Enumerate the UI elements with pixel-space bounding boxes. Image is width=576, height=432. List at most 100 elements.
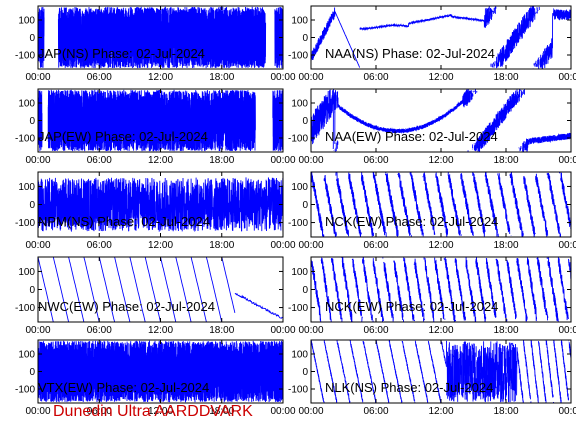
phase-series-line: [489, 8, 491, 19]
phase-series-line: [491, 349, 494, 397]
phase-series-line: [510, 342, 512, 390]
phase-panel-6: 1000-10000:0006:0012:0018:0000:00NCK(EW)…: [288, 171, 576, 251]
phase-series-line: [38, 177, 283, 233]
phase-series-line: [427, 340, 442, 403]
y-tick-label: 0: [29, 285, 35, 296]
phase-series-line: [349, 340, 364, 403]
x-tick-label: 12:00: [148, 155, 173, 166]
x-tick-label: 00:00: [25, 240, 50, 251]
phase-series-line: [423, 172, 436, 235]
phase-trace: [311, 89, 571, 152]
x-tick-label: 06:00: [363, 240, 388, 251]
panel-title: NCK(EW) Phase: 02-Jul-2024: [325, 299, 498, 314]
phase-series-line: [496, 258, 507, 321]
phase-series-line: [362, 257, 373, 321]
phase-series-line: [524, 143, 526, 151]
phase-series-line: [547, 257, 559, 322]
phase-series-line: [311, 340, 325, 402]
phase-series-line: [560, 172, 571, 230]
y-tick-label: -100: [15, 134, 35, 145]
phase-series-line: [375, 340, 390, 403]
x-tick-label: 18:00: [209, 325, 234, 336]
y-tick-label: 100: [18, 16, 35, 27]
phase-series-line: [560, 340, 570, 401]
phase-series-line: [461, 352, 464, 398]
x-tick-label: 00:00: [298, 325, 323, 336]
phase-series-line: [512, 344, 515, 392]
x-tick-label: 06:00: [363, 72, 388, 83]
phase-series-line: [526, 257, 538, 322]
phase-panel-2: 1000-10000:0006:0012:0018:0000:00NAA(NS)…: [288, 5, 576, 83]
x-tick-label: 06:00: [87, 155, 112, 166]
phase-series-line: [475, 141, 477, 152]
x-tick-label: 12:00: [148, 406, 173, 417]
phase-series-line: [129, 257, 146, 322]
phase-series-line: [516, 347, 524, 403]
phase-series-line: [454, 344, 458, 398]
x-tick-label: 00:00: [25, 406, 50, 417]
phase-series-line: [506, 345, 509, 383]
phase-series-line: [47, 89, 256, 152]
phase-series-line: [504, 345, 508, 401]
x-tick-label: 00:00: [558, 72, 576, 83]
phase-series-line: [341, 257, 353, 322]
phase-series-line: [476, 137, 479, 152]
phase-series-line: [511, 347, 513, 401]
y-tick-label: 100: [291, 267, 308, 278]
phase-series-line: [522, 230, 524, 237]
phase-series-line: [144, 257, 161, 322]
phase-series-line: [553, 340, 562, 403]
phase-series-line: [175, 257, 192, 322]
phase-series-line: [542, 51, 544, 62]
x-tick-label: 06:00: [87, 72, 112, 83]
phase-series-line: [414, 340, 429, 403]
x-tick-label: 12:00: [428, 325, 453, 336]
phase-series-line: [336, 172, 348, 235]
phase-series-line: [558, 258, 568, 321]
phase-trace: [311, 6, 571, 69]
phase-series-line: [114, 257, 131, 322]
x-tick-label: 00:00: [298, 72, 323, 83]
phase-series-line: [460, 173, 474, 236]
x-tick-label: 00:00: [270, 72, 295, 83]
panel-title: NLK(NS) Phase: 02-Jul-2024: [325, 380, 493, 395]
x-tick-label: 12:00: [428, 72, 453, 83]
phase-series-line: [457, 351, 460, 394]
x-tick-label: 00:00: [558, 155, 576, 166]
phase-series-line: [372, 258, 384, 322]
phase-series-line: [83, 257, 100, 322]
phase-panel-1: 100 0 -100 00:00 06:00 12:00 18:00 00:00 JAP(NS)…: [15, 5, 296, 83]
x-tick-label: 00:00: [25, 155, 50, 166]
phase-series-line: [445, 258, 456, 322]
x-tick-label: 06:00: [87, 240, 112, 251]
y-tick-label: 100: [18, 350, 35, 361]
phase-series-line: [38, 6, 45, 68]
phase-series-line: [348, 172, 361, 236]
phase-trace: [38, 6, 283, 69]
y-tick-label: -100: [288, 51, 308, 62]
phase-series-line: [467, 349, 470, 393]
phase-trace: [38, 177, 283, 233]
y-tick-label: -100: [15, 303, 35, 314]
panel-title: NCK(EW) Phase: 02-Jul-2024: [325, 214, 498, 229]
phase-series-line: [502, 373, 505, 402]
x-tick-label: 06:00: [363, 406, 388, 417]
phase-series-line: [221, 257, 236, 314]
y-tick-label: -100: [15, 385, 35, 396]
phase-panel-3: 100 0 -100 00:00 06:00 12:00 18:00 00:00 JAP(EW)…: [15, 88, 296, 166]
x-tick-label: 12:00: [148, 72, 173, 83]
x-tick-label: 00:00: [298, 406, 323, 417]
phase-series-line: [52, 257, 70, 322]
phase-series-line: [485, 258, 497, 318]
phase-series-line: [517, 93, 520, 101]
phase-series-line: [455, 258, 466, 321]
y-tick-label: -100: [15, 51, 35, 62]
phase-series-line: [360, 172, 374, 237]
phase-series-line: [311, 172, 324, 237]
phase-series-line: [362, 341, 377, 403]
phase-series-line: [311, 261, 322, 322]
y-tick-label: 100: [291, 182, 308, 193]
phase-series-line: [478, 89, 518, 152]
x-tick-label: 00:00: [298, 240, 323, 251]
phase-series-line: [398, 172, 411, 236]
